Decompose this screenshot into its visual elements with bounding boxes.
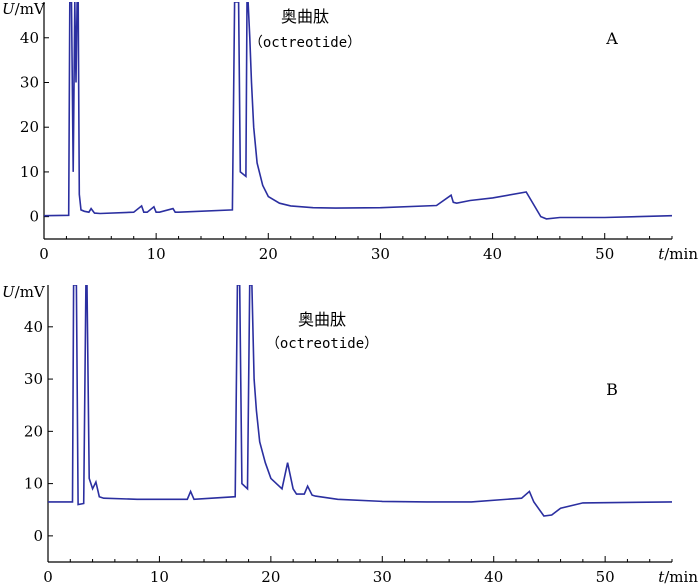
panel-b-x-tick-label: 40 xyxy=(484,568,503,585)
panel-a-y-tick-label: 20 xyxy=(20,118,39,136)
panel-a-x-tick-label: 0 xyxy=(39,245,49,263)
panel-a-peak-sublabel: （octreotide） xyxy=(249,35,361,51)
panel-a-x-tick-label: 40 xyxy=(483,245,502,263)
panel-a-letter: A xyxy=(605,29,618,48)
panel-b-x-tick-label: 50 xyxy=(596,568,615,585)
panel-b-y-tick-label: 40 xyxy=(24,318,43,336)
panel-a-x-tick-label: 30 xyxy=(371,245,390,263)
panel-a-x-tick-label: 10 xyxy=(147,245,166,263)
panel-b-y-tick-label: 0 xyxy=(33,527,43,545)
panel-b-x-tick-label: 10 xyxy=(150,568,169,585)
panel-b-y-tick-label: 20 xyxy=(24,422,43,440)
panel-b-y-tick-label: 30 xyxy=(24,370,43,388)
panel-a-trace xyxy=(44,2,672,220)
panel-a-x-tick-label: 50 xyxy=(595,245,614,263)
panel-b-y-tick-label: 10 xyxy=(24,475,43,493)
panel-b-x-tick-label: 0 xyxy=(43,568,53,585)
panel-b-x-tick-label: 20 xyxy=(261,568,280,585)
panel-b-letter: B xyxy=(606,380,618,399)
panel-a-y-tick-label: 0 xyxy=(29,208,39,226)
panel-b-peak-label: 奥曲肽 xyxy=(298,310,346,329)
panel-a-y-tick-label: 10 xyxy=(20,163,39,181)
panel-b-trace xyxy=(48,285,672,517)
panel-a-y-tick-label: 30 xyxy=(20,73,39,91)
panel-a-y-tick-label: 40 xyxy=(20,29,39,47)
panel-b-y-axis-label: U/mV xyxy=(2,283,46,301)
panel-a-y-axis-label: U/mV xyxy=(2,0,46,18)
panel-b-x-tick-label: 30 xyxy=(373,568,392,585)
panel-b-peak-sublabel: （octreotide） xyxy=(266,336,378,352)
panel-a-x-axis-label: t/min xyxy=(658,245,698,263)
panel-a-x-tick-label: 20 xyxy=(259,245,278,263)
panel-a-peak-label: 奥曲肽 xyxy=(281,7,329,26)
panel-b-x-axis-label: t/min xyxy=(658,568,698,585)
